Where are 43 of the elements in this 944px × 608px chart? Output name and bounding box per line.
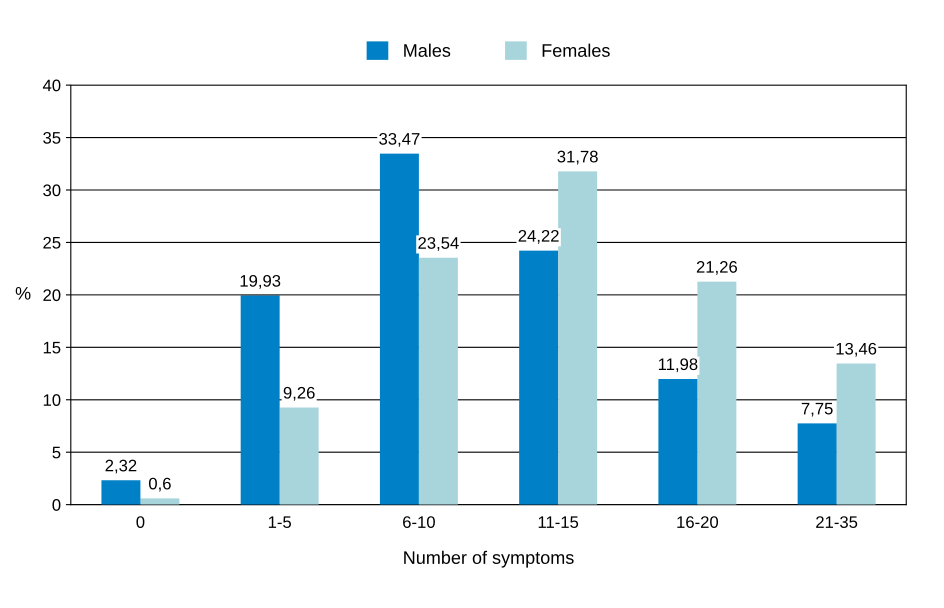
data-label: 7,75 [802, 402, 833, 416]
y-tick-label: 5 [52, 446, 60, 458]
legend-label: Males [404, 44, 450, 57]
data-label: 23,54 [418, 237, 459, 251]
y-axis-title: % [16, 287, 30, 300]
bar [240, 296, 280, 505]
bar [798, 423, 837, 505]
x-tick-label: 21-35 [816, 516, 858, 528]
bar [418, 258, 458, 505]
x-tick-label: 11-15 [538, 516, 578, 528]
bar [380, 154, 419, 505]
y-tick-label: 35 [43, 132, 60, 144]
y-tick-label: 30 [43, 184, 60, 196]
data-label: 0,6 [148, 478, 171, 492]
bar [280, 408, 319, 505]
y-tick-label: 0 [52, 499, 60, 511]
y-tick-label: 25 [43, 236, 60, 249]
bar [140, 498, 180, 505]
bar [519, 250, 558, 505]
data-label: 9,26 [284, 386, 315, 401]
bar [558, 171, 598, 505]
y-tick-label: 15 [44, 342, 60, 354]
data-label: 19,93 [240, 274, 280, 289]
x-tick-label: 0 [136, 516, 144, 528]
x-tick-label: 6-10 [403, 516, 435, 528]
bar [697, 282, 736, 505]
bar [101, 480, 140, 505]
y-tick-label: 40 [42, 80, 60, 92]
bar [658, 378, 698, 505]
data-label: 31,78 [557, 150, 598, 164]
x-axis-title: Number of symptoms [404, 550, 574, 568]
x-tick-label: 1-5 [268, 516, 292, 528]
data-label: 2,32 [106, 460, 136, 474]
data-label: 24,22 [518, 230, 559, 244]
legend-label: Females [542, 44, 610, 57]
data-label: 13,46 [836, 342, 876, 357]
data-label: 33,47 [379, 132, 420, 147]
y-tick-label: 20 [43, 289, 60, 302]
data-label: 21,26 [696, 261, 737, 275]
x-tick-label: 16-20 [677, 516, 718, 528]
y-tick-label: 10 [44, 394, 60, 406]
bar [836, 363, 876, 505]
data-label: 11,98 [658, 358, 698, 372]
